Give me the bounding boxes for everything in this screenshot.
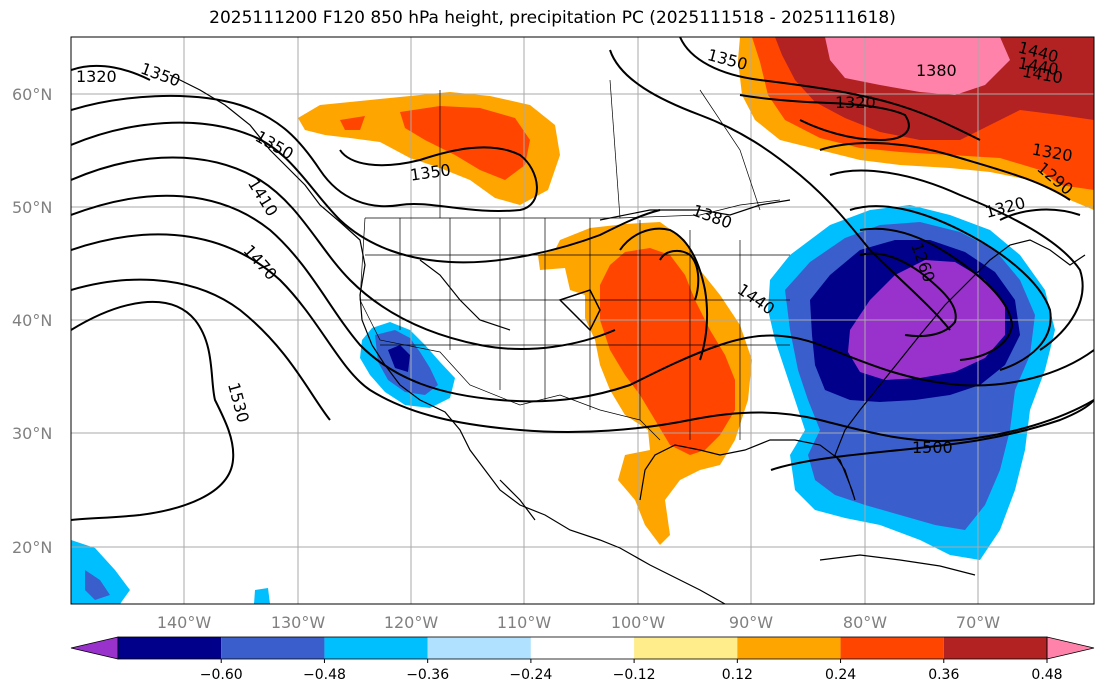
graticule — [71, 37, 1094, 604]
precip-positive-canada-core — [340, 106, 530, 180]
precip-negative-southwest-peak — [388, 345, 410, 372]
latitude-label: 50°N — [12, 198, 52, 217]
colorbar-box — [943, 637, 1047, 659]
colorbar-extend-right — [1046, 636, 1095, 660]
longitude-label: 120°W — [384, 613, 439, 632]
longitude-label: 140°W — [157, 613, 212, 632]
colorbar-tick-label: 0.36 — [928, 667, 959, 683]
colorbar-box — [118, 637, 222, 659]
precip-negative-southwest-edge-core — [85, 570, 110, 600]
longitude-labels: 140°W 130°W 120°W 110°W 100°W 90°W 80°W … — [157, 613, 1000, 632]
height-contours — [71, 37, 1094, 521]
colorbar-frame — [117, 636, 1048, 660]
longitude-label: 80°W — [843, 613, 887, 632]
colorbar-box — [324, 637, 428, 659]
colorbar-ticks: −0.60 −0.48 −0.36 −0.24 −0.12 0.12 0.24 0.36 0.4… — [200, 659, 1063, 683]
borders — [359, 79, 790, 441]
coastlines — [169, 74, 1086, 604]
contour-label: 1500 — [912, 438, 953, 457]
longitude-label: 90°W — [729, 613, 773, 632]
map-title: 2025111200 F120 850 hPa height, precipit… — [209, 8, 896, 28]
colorbar-tick-label: −0.60 — [200, 667, 243, 683]
longitude-label: 100°W — [611, 613, 666, 632]
colorbar-tick-label: 0.12 — [722, 667, 753, 683]
precip-positive-northeast-peak — [825, 37, 1010, 95]
colorbar-box — [427, 637, 531, 659]
precip-shading — [298, 37, 1094, 560]
colorbar-tick-label: 0.48 — [1031, 667, 1062, 683]
colorbar-box — [221, 637, 325, 659]
colorbar-tick-label: −0.24 — [509, 667, 552, 683]
colorbar-box — [737, 637, 841, 659]
contour-label: 1320 — [76, 67, 117, 86]
colorbar-tick-label: −0.36 — [406, 667, 449, 683]
colorbar-box — [634, 637, 738, 659]
contour-label: 1380 — [916, 61, 957, 80]
colorbar-tick-label: 0.24 — [825, 667, 856, 683]
latitude-label: 40°N — [12, 311, 52, 330]
colorbar-extend-left — [70, 636, 119, 660]
longitude-label: 130°W — [271, 613, 326, 632]
colorbar-tick-label: −0.12 — [613, 667, 656, 683]
precip-negative-small-spot — [254, 588, 270, 604]
latitude-label: 60°N — [12, 85, 52, 104]
longitude-label: 110°W — [497, 613, 552, 632]
latitude-label: 30°N — [12, 424, 52, 443]
colorbar: −0.60 −0.48 −0.36 −0.24 −0.12 0.12 0.24 0.36 0.4… — [70, 636, 1095, 683]
map-area: 1320 1350 1350 1350 1380 1410 1440 1470 … — [71, 37, 1094, 604]
colorbar-tick-label: −0.48 — [303, 667, 346, 683]
contour-label: 1320 — [835, 93, 876, 112]
latitude-label: 20°N — [12, 538, 52, 557]
latitude-labels: 60°N 50°N 40°N 30°N 20°N — [12, 85, 52, 557]
colorbar-box — [840, 637, 944, 659]
longitude-label: 70°W — [956, 613, 1000, 632]
colorbar-boxes — [118, 637, 1047, 659]
map-frame — [70, 36, 1095, 605]
colorbar-box — [530, 637, 635, 659]
